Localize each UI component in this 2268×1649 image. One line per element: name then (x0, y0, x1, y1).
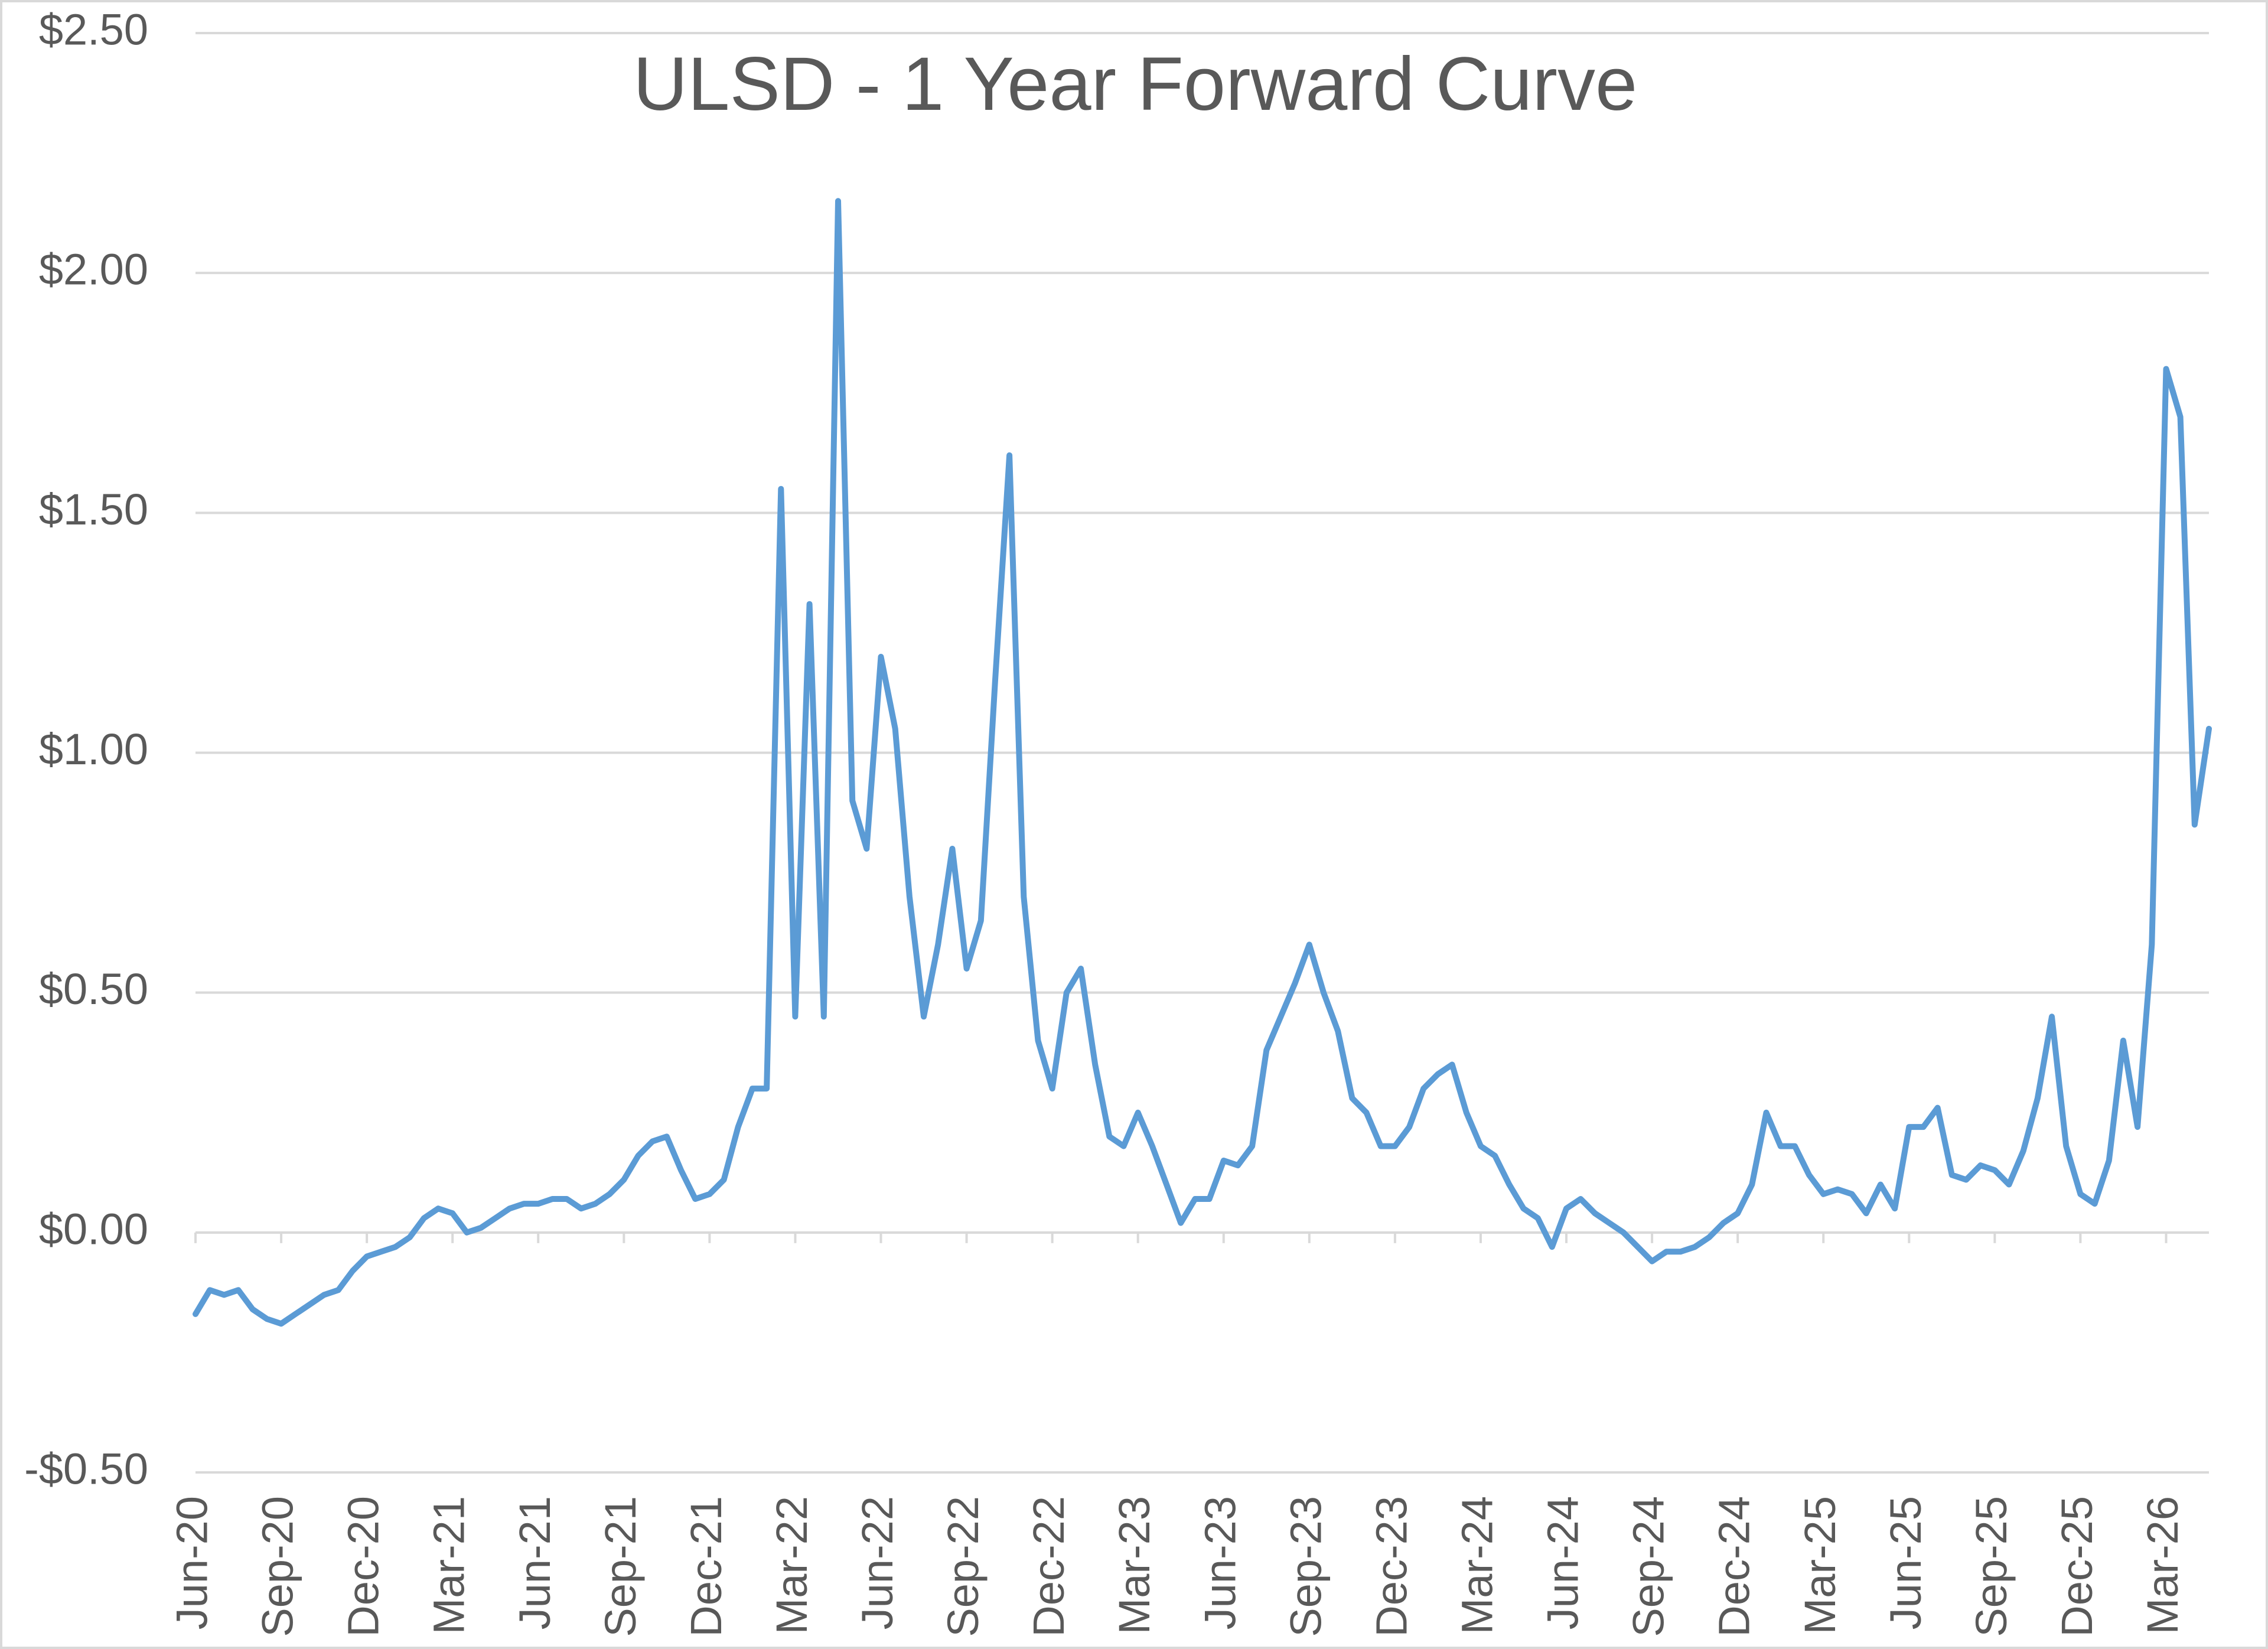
x-tick-label: Mar-26 (2138, 1496, 2187, 1634)
x-tick-label: Mar-21 (425, 1496, 474, 1634)
x-tick-label: Dec-22 (1024, 1496, 1073, 1637)
x-tick-label: Jun-22 (853, 1496, 902, 1630)
x-tick-label: Mar-25 (1795, 1496, 1845, 1634)
x-tick-label: Jun-21 (510, 1496, 559, 1630)
x-tick-label: Dec-23 (1367, 1496, 1416, 1637)
x-tick-label: Sep-21 (596, 1496, 645, 1637)
x-tick-label: Jun-25 (1881, 1496, 1930, 1630)
x-tick-label: Jun-20 (168, 1496, 217, 1630)
y-tick-label: $2.00 (39, 245, 148, 294)
x-tick-label: Sep-24 (1624, 1496, 1673, 1637)
y-tick-label: -$0.50 (24, 1445, 148, 1494)
x-tick-label: Sep-20 (253, 1496, 302, 1637)
chart-title: ULSD - 1 Year Forward Curve (633, 42, 1637, 126)
x-tick-label: Mar-22 (767, 1496, 816, 1634)
x-tick-label: Dec-25 (2052, 1496, 2101, 1637)
x-tick-label: Mar-23 (1110, 1496, 1159, 1634)
x-tick-label: Dec-20 (339, 1496, 388, 1637)
x-tick-label: Jun-24 (1539, 1496, 1588, 1630)
x-tick-label: Sep-25 (1967, 1496, 2016, 1637)
y-tick-label: $0.50 (39, 964, 148, 1013)
x-tick-label: Sep-23 (1281, 1496, 1330, 1637)
x-tick-label: Dec-24 (1710, 1496, 1759, 1637)
y-tick-label: $1.00 (39, 725, 148, 774)
data-line (193, 198, 2212, 1327)
y-tick-label: $0.00 (39, 1204, 148, 1253)
x-tick-label: Mar-24 (1453, 1496, 1502, 1634)
x-tick-label: Dec-21 (682, 1496, 731, 1637)
x-tick-label: Jun-23 (1195, 1496, 1244, 1630)
y-tick-label: $1.50 (39, 485, 148, 534)
x-tick-label: Sep-22 (939, 1496, 988, 1637)
y-tick-label: $2.50 (39, 5, 148, 54)
